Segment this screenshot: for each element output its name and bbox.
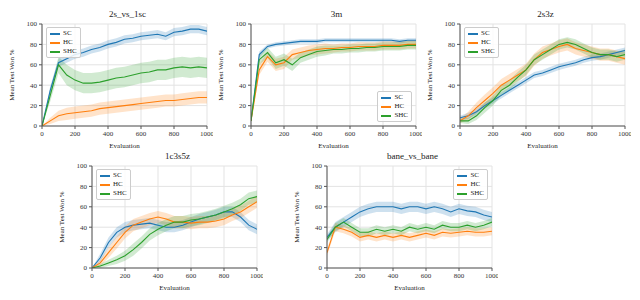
html-text:HC: HC (481, 38, 491, 46)
svg-text:Mean Test Won %: Mean Test Won % (293, 191, 301, 243)
svg-text:Evaluation: Evaluation (109, 142, 140, 148)
svg-text:600: 600 (554, 130, 565, 138)
svg-text:200: 200 (279, 130, 290, 138)
svg-text:20: 20 (448, 102, 456, 110)
svg-text:Mean Test Won %: Mean Test Won % (8, 49, 16, 101)
html-text:2s3z: 2s3z (537, 9, 554, 19)
svg-text:80: 80 (30, 41, 38, 49)
svg-text:20: 20 (30, 102, 38, 110)
svg-text:80: 80 (80, 183, 88, 191)
svg-text:60: 60 (30, 61, 38, 69)
svg-text:60: 60 (80, 203, 88, 211)
svg-text:400: 400 (103, 130, 114, 138)
svg-text:80: 80 (239, 41, 247, 49)
svg-text:20: 20 (80, 244, 88, 252)
svg-text:Mean Test Won %: Mean Test Won % (426, 49, 434, 101)
svg-text:Mean Test Won %: Mean Test Won % (58, 191, 66, 243)
svg-text:40: 40 (80, 224, 88, 232)
svg-text:200: 200 (120, 272, 131, 280)
svg-text:0: 0 (40, 130, 44, 138)
svg-text:200: 200 (70, 130, 81, 138)
html-text:SC: SC (394, 93, 403, 101)
html-text:HC: HC (113, 180, 123, 188)
html-text:SC: SC (481, 29, 490, 37)
svg-text:200: 200 (488, 130, 499, 138)
svg-text:800: 800 (454, 272, 465, 280)
svg-text:Evaluation: Evaluation (159, 284, 190, 290)
svg-text:40: 40 (239, 82, 247, 90)
svg-text:Mean Test Won %: Mean Test Won % (217, 49, 225, 101)
svg-text:0: 0 (34, 122, 38, 130)
svg-text:400: 400 (521, 130, 532, 138)
html-text:HC: HC (63, 38, 73, 46)
svg-text:40: 40 (315, 224, 323, 232)
html-text:SC: SC (63, 29, 72, 37)
html-text:SC: SC (470, 171, 479, 179)
svg-text:600: 600 (136, 130, 147, 138)
svg-text:100: 100 (27, 20, 38, 28)
svg-text:0: 0 (452, 122, 456, 130)
svg-text:100: 100 (77, 162, 88, 170)
svg-text:0: 0 (84, 264, 88, 272)
svg-text:400: 400 (153, 272, 164, 280)
svg-text:80: 80 (448, 41, 456, 49)
html-text:HC: HC (470, 180, 481, 188)
html-text:3m: 3m (330, 9, 343, 19)
svg-text:60: 60 (315, 203, 323, 211)
svg-text:40: 40 (448, 82, 456, 90)
svg-text:1000: 1000 (250, 272, 263, 280)
svg-text:1000: 1000 (409, 130, 422, 138)
svg-text:800: 800 (587, 130, 598, 138)
svg-text:100: 100 (236, 20, 247, 28)
svg-text:60: 60 (239, 61, 247, 69)
svg-text:600: 600 (186, 272, 197, 280)
svg-text:600: 600 (345, 130, 356, 138)
svg-text:800: 800 (219, 272, 230, 280)
html-text:2s_vs_1sc: 2s_vs_1sc (109, 9, 146, 19)
svg-text:0: 0 (458, 130, 462, 138)
html-text:1c3s5z: 1c3s5z (165, 151, 190, 161)
svg-text:20: 20 (239, 102, 247, 110)
svg-text:400: 400 (312, 130, 323, 138)
svg-text:100: 100 (312, 162, 323, 170)
svg-text:1000: 1000 (485, 272, 498, 280)
html-text:bane_vs_bane: bane_vs_bane (387, 151, 438, 161)
svg-text:0: 0 (319, 264, 323, 272)
svg-text:800: 800 (378, 130, 389, 138)
svg-text:200: 200 (355, 272, 366, 280)
html-text:SC: SC (113, 171, 122, 179)
html-text:SHC: SHC (63, 47, 77, 55)
svg-text:Evaluation: Evaluation (318, 142, 349, 148)
svg-text:1000: 1000 (200, 130, 213, 138)
html-text:SHC: SHC (481, 47, 495, 55)
html-text:SHC: SHC (394, 111, 408, 119)
svg-text:0: 0 (249, 130, 253, 138)
svg-text:40: 40 (30, 82, 38, 90)
svg-text:400: 400 (388, 272, 399, 280)
html-text:SHC: SHC (113, 189, 127, 197)
svg-text:20: 20 (315, 244, 323, 252)
svg-text:1000: 1000 (618, 130, 631, 138)
svg-text:0: 0 (243, 122, 247, 130)
svg-text:100: 100 (445, 20, 456, 28)
html-text:HC: HC (394, 102, 405, 110)
svg-text:800: 800 (169, 130, 180, 138)
svg-text:60: 60 (448, 61, 456, 69)
svg-text:Evaluation: Evaluation (394, 284, 425, 290)
svg-text:0: 0 (90, 272, 94, 280)
html-text:SHC: SHC (470, 189, 484, 197)
svg-text:80: 80 (315, 183, 323, 191)
svg-text:Evaluation: Evaluation (527, 142, 558, 148)
svg-text:0: 0 (325, 272, 329, 280)
svg-text:600: 600 (421, 272, 432, 280)
